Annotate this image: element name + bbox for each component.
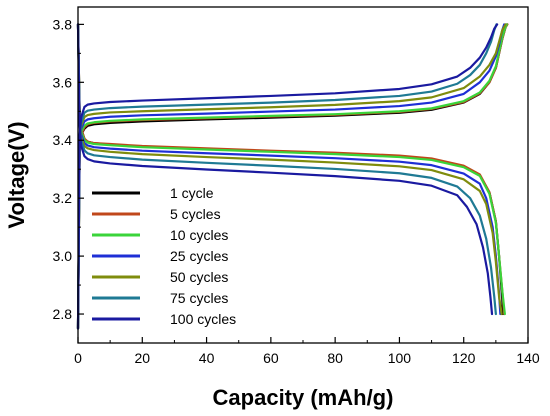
x-tick-label: 100 [388,350,412,366]
y-tick-label: 3.0 [53,248,73,264]
legend-label: 75 cycles [170,290,228,306]
series-layer [76,23,509,330]
y-tick-label: 3.4 [53,132,73,148]
legend-label: 25 cycles [170,248,228,264]
y-tick-label: 3.8 [53,16,73,32]
series-line-7-charge [76,23,499,330]
legend: 1 cycle 5 cycles 10 cycles 25 cycles 50 cycl… [92,185,236,327]
x-tick-label: 0 [74,350,82,366]
y-axis-ticks: 2.8 3.0 3.2 3.4 3.6 3.8 [53,16,84,322]
legend-label: 50 cycles [170,269,228,285]
x-axis-title: Capacity (mAh/g) [213,385,394,410]
series-line-4-charge [76,23,506,330]
series-line-6-discharge [76,23,497,316]
legend-label: 100 cycles [170,311,236,327]
x-axis-ticks: 0 20 40 60 80 100 120 140 [74,337,540,366]
legend-label: 5 cycles [170,206,221,222]
y-tick-label: 3.6 [53,74,73,90]
series-line-7-discharge [76,23,494,316]
series-line-2-charge [76,23,509,330]
x-tick-label: 40 [199,350,215,366]
x-tick-label: 60 [263,350,279,366]
series-line-1-charge [76,23,509,330]
series-line-3-charge [76,23,508,330]
x-tick-label: 120 [452,350,476,366]
legend-label: 1 cycle [170,185,214,201]
y-axis-title: Voltage(V) [4,121,29,228]
series-line-3-discharge [76,23,506,316]
y-tick-label: 3.2 [53,190,73,206]
series-line-6-charge [76,23,498,330]
y-tick-label: 2.8 [53,306,73,322]
series-line-5-discharge [76,23,503,316]
series-line-5-charge [76,23,507,330]
series-line-2-discharge [76,23,506,316]
x-tick-label: 80 [327,350,343,366]
legend-label: 10 cycles [170,227,228,243]
series-line-4-discharge [76,23,502,316]
series-line-1-discharge [76,23,505,316]
x-tick-label: 140 [516,350,540,366]
x-tick-label: 20 [134,350,150,366]
